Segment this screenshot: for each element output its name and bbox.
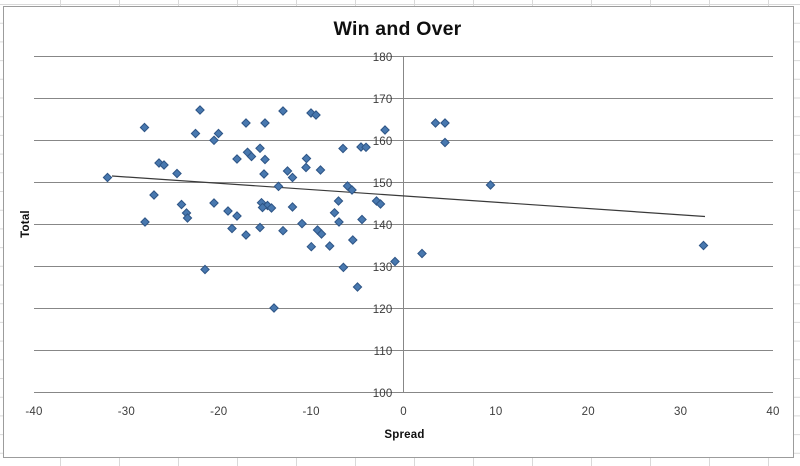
svg-text:30: 30 <box>674 406 687 418</box>
svg-text:-40: -40 <box>25 406 42 418</box>
svg-text:20: 20 <box>582 406 595 418</box>
svg-text:110: 110 <box>374 346 393 358</box>
svg-text:-30: -30 <box>118 406 135 418</box>
svg-text:130: 130 <box>373 262 393 274</box>
svg-text:0: 0 <box>400 406 407 418</box>
svg-text:100: 100 <box>373 388 393 400</box>
svg-text:10: 10 <box>489 406 502 418</box>
svg-text:170: 170 <box>373 94 393 106</box>
svg-text:160: 160 <box>373 136 393 148</box>
svg-text:-20: -20 <box>210 406 227 418</box>
svg-text:120: 120 <box>373 304 393 316</box>
svg-text:150: 150 <box>373 178 393 190</box>
svg-text:180: 180 <box>373 52 393 64</box>
svg-text:Spread: Spread <box>384 429 424 441</box>
svg-text:-10: -10 <box>302 406 319 418</box>
svg-text:140: 140 <box>373 220 393 232</box>
svg-text:40: 40 <box>766 406 779 418</box>
svg-text:Total: Total <box>20 210 32 238</box>
svg-text:Win and Over: Win and Over <box>334 18 462 40</box>
